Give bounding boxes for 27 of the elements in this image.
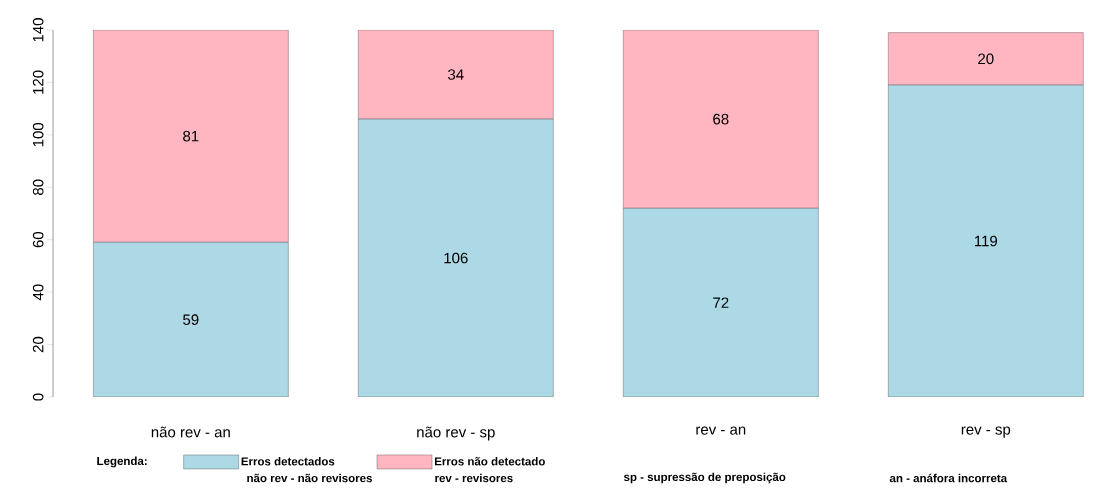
data-label: 59 [183,314,199,325]
text: an - anáfora incorreta [889,473,1008,483]
y-tick-label: 20 [32,336,44,353]
y-tick-label: 80 [32,179,44,195]
legend-label: Erros detectados [241,457,335,466]
x-tick-label: não rev - an [151,426,230,438]
y-tick-label: 140 [32,18,44,42]
data-label: 34 [448,69,464,80]
x-tick-label: rev - sp [961,426,1011,438]
y-tick-label: 120 [32,70,44,94]
data-label: 106 [444,252,468,264]
text: sp - supressão de preposição [623,472,786,484]
text: rev - revisores [435,473,513,483]
legend-title: Legenda: [97,456,147,468]
text: não rev - não revisores [247,473,372,483]
y-tick-label: 40 [32,284,44,301]
x-tick-label: não rev - sp [417,426,495,441]
x-tick-label: rev - an [696,426,746,435]
legend-label: Erros não detectado [434,457,545,466]
data-label: 72 [713,297,729,308]
data-label: 20 [978,53,994,65]
data-label: 81 [183,130,199,142]
y-tick-label: 100 [32,122,44,147]
data-label: 119 [974,235,998,247]
y-tick-label: 0 [32,393,44,401]
data-label: 68 [713,113,729,125]
y-tick-label: 60 [32,231,44,248]
